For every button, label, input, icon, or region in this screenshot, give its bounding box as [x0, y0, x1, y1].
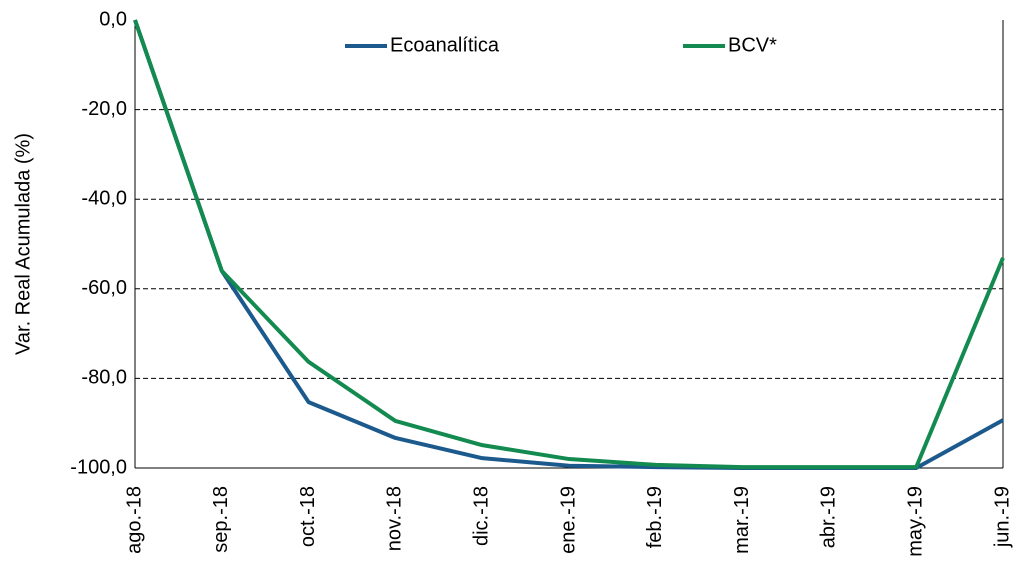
x-tick-label: dic.-18: [470, 486, 492, 546]
y-tick-label: -20,0: [81, 98, 127, 120]
y-tick-label: -40,0: [81, 187, 127, 209]
x-tick-label: nov.-18: [384, 486, 406, 551]
y-tick-label: 0,0: [99, 8, 127, 30]
series-line: [133, 19, 1005, 470]
x-tick-label: jun.-19: [991, 486, 1013, 548]
series-line: [133, 19, 1004, 470]
x-tick-label: ago.-18: [123, 486, 145, 554]
x-tick-label: sep.-18: [210, 486, 232, 553]
y-tick-label: -80,0: [81, 367, 127, 389]
y-axis-label: Var. Real Acumulada (%): [12, 133, 34, 355]
x-tick-label: may.-19: [904, 486, 926, 557]
x-tick-label: ene.-19: [557, 486, 579, 554]
x-tick-label: mar.-19: [731, 486, 753, 554]
legend-label: BCV*: [728, 34, 777, 56]
y-tick-label: -60,0: [81, 277, 127, 299]
x-tick-label: abr.-19: [818, 486, 840, 548]
x-tick-label: oct.-18: [297, 486, 319, 547]
y-tick-label: -100,0: [70, 456, 127, 478]
x-tick-label: feb.-19: [644, 486, 666, 548]
legend-label: Ecoanalítica: [390, 34, 500, 56]
